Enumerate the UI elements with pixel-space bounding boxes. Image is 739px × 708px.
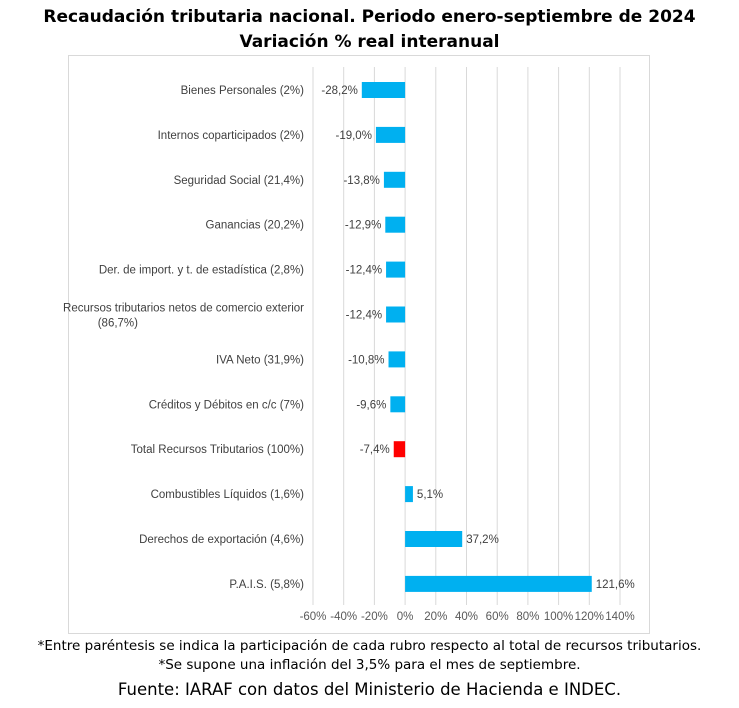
category-label: Créditos y Débitos en c/c (7%) <box>149 399 304 411</box>
x-tick-label: 60% <box>486 611 509 623</box>
data-label: 121,6% <box>596 579 635 591</box>
bar <box>383 171 406 188</box>
x-tick-label: -20% <box>361 611 388 623</box>
category-label: Derechos de exportación (4,6%) <box>139 534 304 546</box>
x-tick-label: 80% <box>516 611 539 623</box>
bar <box>405 531 463 547</box>
bar <box>386 261 406 278</box>
x-tick-label: -60% <box>300 611 327 623</box>
bar <box>405 575 592 592</box>
data-label: -10,8% <box>348 354 384 366</box>
data-label: -19,0% <box>335 130 371 142</box>
category-label: P.A.I.S. (5,8%) <box>229 579 304 591</box>
chart-title: Recaudación tributaria nacional. Periodo… <box>43 7 696 27</box>
bar <box>386 306 406 323</box>
category-label: Ganancias (20,2%) <box>206 220 305 232</box>
category-label: Der. de import. y t. de estadística (2,8… <box>99 265 304 277</box>
data-label: -28,2% <box>321 85 357 97</box>
bar <box>385 216 406 233</box>
data-label: -12,4% <box>346 310 382 322</box>
data-label: 5,1% <box>417 489 443 501</box>
x-tick-label: 100% <box>544 611 573 623</box>
x-tick-label: 40% <box>455 611 478 623</box>
bar <box>393 441 406 458</box>
bar <box>390 396 406 413</box>
x-tick-label: 0% <box>397 611 414 623</box>
data-label: -12,9% <box>345 220 381 232</box>
bar <box>361 82 406 98</box>
data-label: 37,2% <box>466 534 499 546</box>
bar <box>388 351 406 368</box>
footnote-participation: *Entre paréntesis se indica la participa… <box>37 638 702 654</box>
category-label: Seguridad Social (21,4%) <box>174 175 305 187</box>
category-label: Combustibles Líquidos (1,6%) <box>151 489 305 501</box>
category-label: Total Recursos Tributarios (100%) <box>131 444 304 456</box>
bar <box>405 486 413 503</box>
data-label: -7,4% <box>360 444 390 456</box>
chart-subtitle: Variación % real interanual <box>239 32 500 52</box>
bar-chart: -60% -40% -20% 0% 20% 40% 60% 80% 100% 120% 140% -2… <box>63 67 635 623</box>
footnote-inflation: *Se supone una inflación del 3,5% para e… <box>158 657 581 673</box>
x-tick-label: 20% <box>424 611 447 623</box>
category-label: Internos coparticipados (2%) <box>158 130 305 142</box>
data-label: -12,4% <box>346 265 382 277</box>
category-label: Recursos tributarios netos de comercio e… <box>63 303 304 330</box>
category-label: Bienes Personales (2%) <box>181 85 305 97</box>
chart-area <box>68 55 650 634</box>
bar <box>375 126 406 143</box>
x-tick-label: -40% <box>330 611 357 623</box>
data-label: -13,8% <box>343 175 379 187</box>
x-tick-label: 120% <box>575 611 604 623</box>
x-tick-label: 140% <box>605 611 634 623</box>
category-label: IVA Neto (31,9%) <box>216 354 304 366</box>
source-note: Fuente: IARAF con datos del Ministerio d… <box>117 680 622 699</box>
data-label: -9,6% <box>356 399 386 411</box>
